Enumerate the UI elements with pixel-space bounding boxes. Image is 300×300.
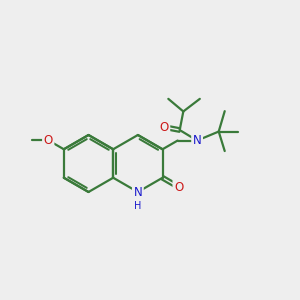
- Text: O: O: [174, 181, 183, 194]
- Text: H: H: [134, 201, 142, 212]
- Text: O: O: [160, 121, 169, 134]
- Text: N: N: [193, 134, 202, 147]
- Text: O: O: [44, 134, 53, 147]
- Text: N: N: [134, 185, 142, 199]
